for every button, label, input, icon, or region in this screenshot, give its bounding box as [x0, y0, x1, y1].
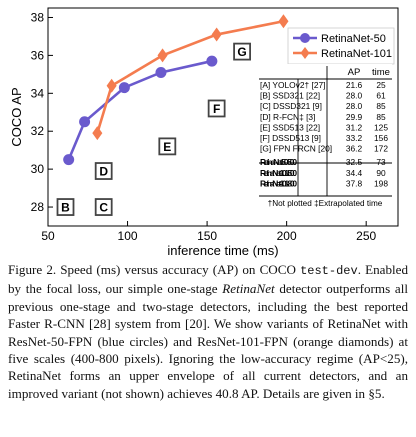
- table-time: 198: [374, 178, 388, 188]
- caption-part-2: . Enabled by the focal loss, our simple …: [8, 262, 408, 297]
- point-label-box: [158, 137, 177, 156]
- y-tick-label: 32: [31, 124, 45, 138]
- series-layer: [63, 14, 289, 166]
- point-label-letter: E: [163, 140, 171, 154]
- table-method: [C] DSSD321 [9]: [260, 101, 322, 111]
- table-background: [259, 64, 392, 212]
- x-tick-label: 100: [118, 229, 138, 243]
- table-ap: 37.8: [346, 178, 363, 188]
- table-time: 61: [376, 91, 386, 101]
- series-line-1: [96, 19, 284, 134]
- table-time: 90: [376, 168, 386, 178]
- table-method: RetinaNet-50-500: [260, 157, 297, 167]
- data-point-circle: [155, 66, 167, 78]
- data-point-diamond: [211, 27, 222, 42]
- legend-label: RetinaNet-101: [321, 48, 392, 60]
- legend-marker-circle: [300, 33, 310, 43]
- data-point-diamond: [92, 126, 103, 141]
- table-method: RetinaNet-101-800: [260, 178, 297, 188]
- point-label-box: [233, 42, 251, 61]
- table-ap: 33.2: [346, 133, 363, 143]
- legend-label: RetinaNet-50: [321, 33, 386, 45]
- y-tick-label: 36: [31, 48, 45, 62]
- point-label-letter: B: [61, 201, 70, 215]
- point-label-letter: G: [237, 45, 246, 59]
- data-point-diamond: [278, 14, 289, 29]
- table-ap: 31.2: [346, 122, 363, 132]
- table-method: [D] R-FCN‡ [3]: [260, 112, 315, 122]
- plot-frame: [47, 7, 399, 227]
- point-label-letter: F: [213, 102, 220, 116]
- x-tick-label: 50: [41, 229, 55, 243]
- point-label-box: [94, 162, 113, 180]
- data-point-circle: [63, 154, 75, 166]
- speed-accuracy-chart: 50 100 150 200 250 28 30 32 34 36 38 inference tim…: [9, 7, 399, 258]
- table-time: 73: [376, 157, 386, 167]
- table-header-time: time: [372, 67, 390, 78]
- table-ap: 29.9: [346, 112, 363, 122]
- point-label-layer: B C D E F G: [56, 42, 251, 216]
- table-time: 85: [376, 112, 386, 122]
- caption-emphasis: RetinaNet: [222, 281, 275, 297]
- table-time: 25: [376, 80, 386, 90]
- data-point-circle: [118, 82, 130, 94]
- y-tick-label: 38: [31, 10, 45, 24]
- table-method: [B] SSD321 [22]: [260, 91, 320, 101]
- table-method: RetinaNet-101-500: [260, 168, 297, 178]
- table-header-ap: AP: [348, 67, 361, 78]
- x-tick-label: 200: [277, 229, 297, 243]
- table-footnote: †Not plotted ‡Extrapolated time: [268, 199, 383, 208]
- series-line-0: [67, 59, 213, 161]
- legend: RetinaNet-50 RetinaNet-101: [287, 27, 395, 65]
- data-point-diamond: [157, 48, 168, 63]
- y-tick-label: 28: [31, 200, 45, 214]
- figure-caption: Figure 2. Speed (ms) versus accuracy (AP…: [8, 261, 408, 402]
- y-axis-label: COCO AP: [9, 87, 24, 146]
- data-point-diamond: [106, 78, 117, 93]
- table-ap: 21.6: [346, 80, 363, 90]
- axis-ticks: 50 100 150 200 250 28 30 32 34 36 38: [31, 10, 377, 243]
- table-time: 156: [374, 133, 388, 143]
- point-label-box: [56, 198, 75, 216]
- table-ap: 36.2: [346, 144, 363, 154]
- table-ap: 32.5: [346, 157, 363, 167]
- data-point-circle: [79, 116, 91, 128]
- table-time: 85: [376, 101, 386, 111]
- y-tick-label: 30: [31, 162, 45, 176]
- table-time: 125: [374, 122, 388, 132]
- x-tick-label: 150: [197, 229, 217, 243]
- data-point-circle: [206, 55, 218, 67]
- legend-marker-diamond: [300, 47, 310, 59]
- table-ap: 28.0: [346, 91, 363, 101]
- point-label-letter: C: [99, 201, 108, 215]
- table-ap: 34.4: [346, 168, 363, 178]
- table-ap: 28.0: [346, 101, 363, 111]
- point-label-box: [94, 198, 113, 216]
- table-time: 172: [374, 144, 388, 154]
- detector-table: AP time [A] YOLOv2† [27] 21.6 25 [B] SSD321 […: [259, 64, 392, 212]
- point-label-letter: D: [99, 165, 108, 179]
- table-method: [E] SSD513 [22]: [260, 122, 320, 132]
- caption-code: test-dev: [300, 264, 358, 278]
- x-tick-label: 250: [356, 229, 376, 243]
- point-label-box: [207, 99, 226, 118]
- table-method: [F] DSSD513 [9]: [260, 133, 321, 143]
- table-method: [G] FPN FRCN [20]: [260, 144, 332, 154]
- caption-part-3: detector outperforms all previous one-st…: [8, 281, 408, 401]
- x-axis-label: inference time (ms): [167, 243, 278, 258]
- table-method: [A] YOLOv2† [27]: [260, 80, 326, 90]
- caption-part-1: Figure 2. Speed (ms) versus accuracy (AP…: [8, 262, 301, 277]
- y-tick-label: 34: [31, 86, 45, 100]
